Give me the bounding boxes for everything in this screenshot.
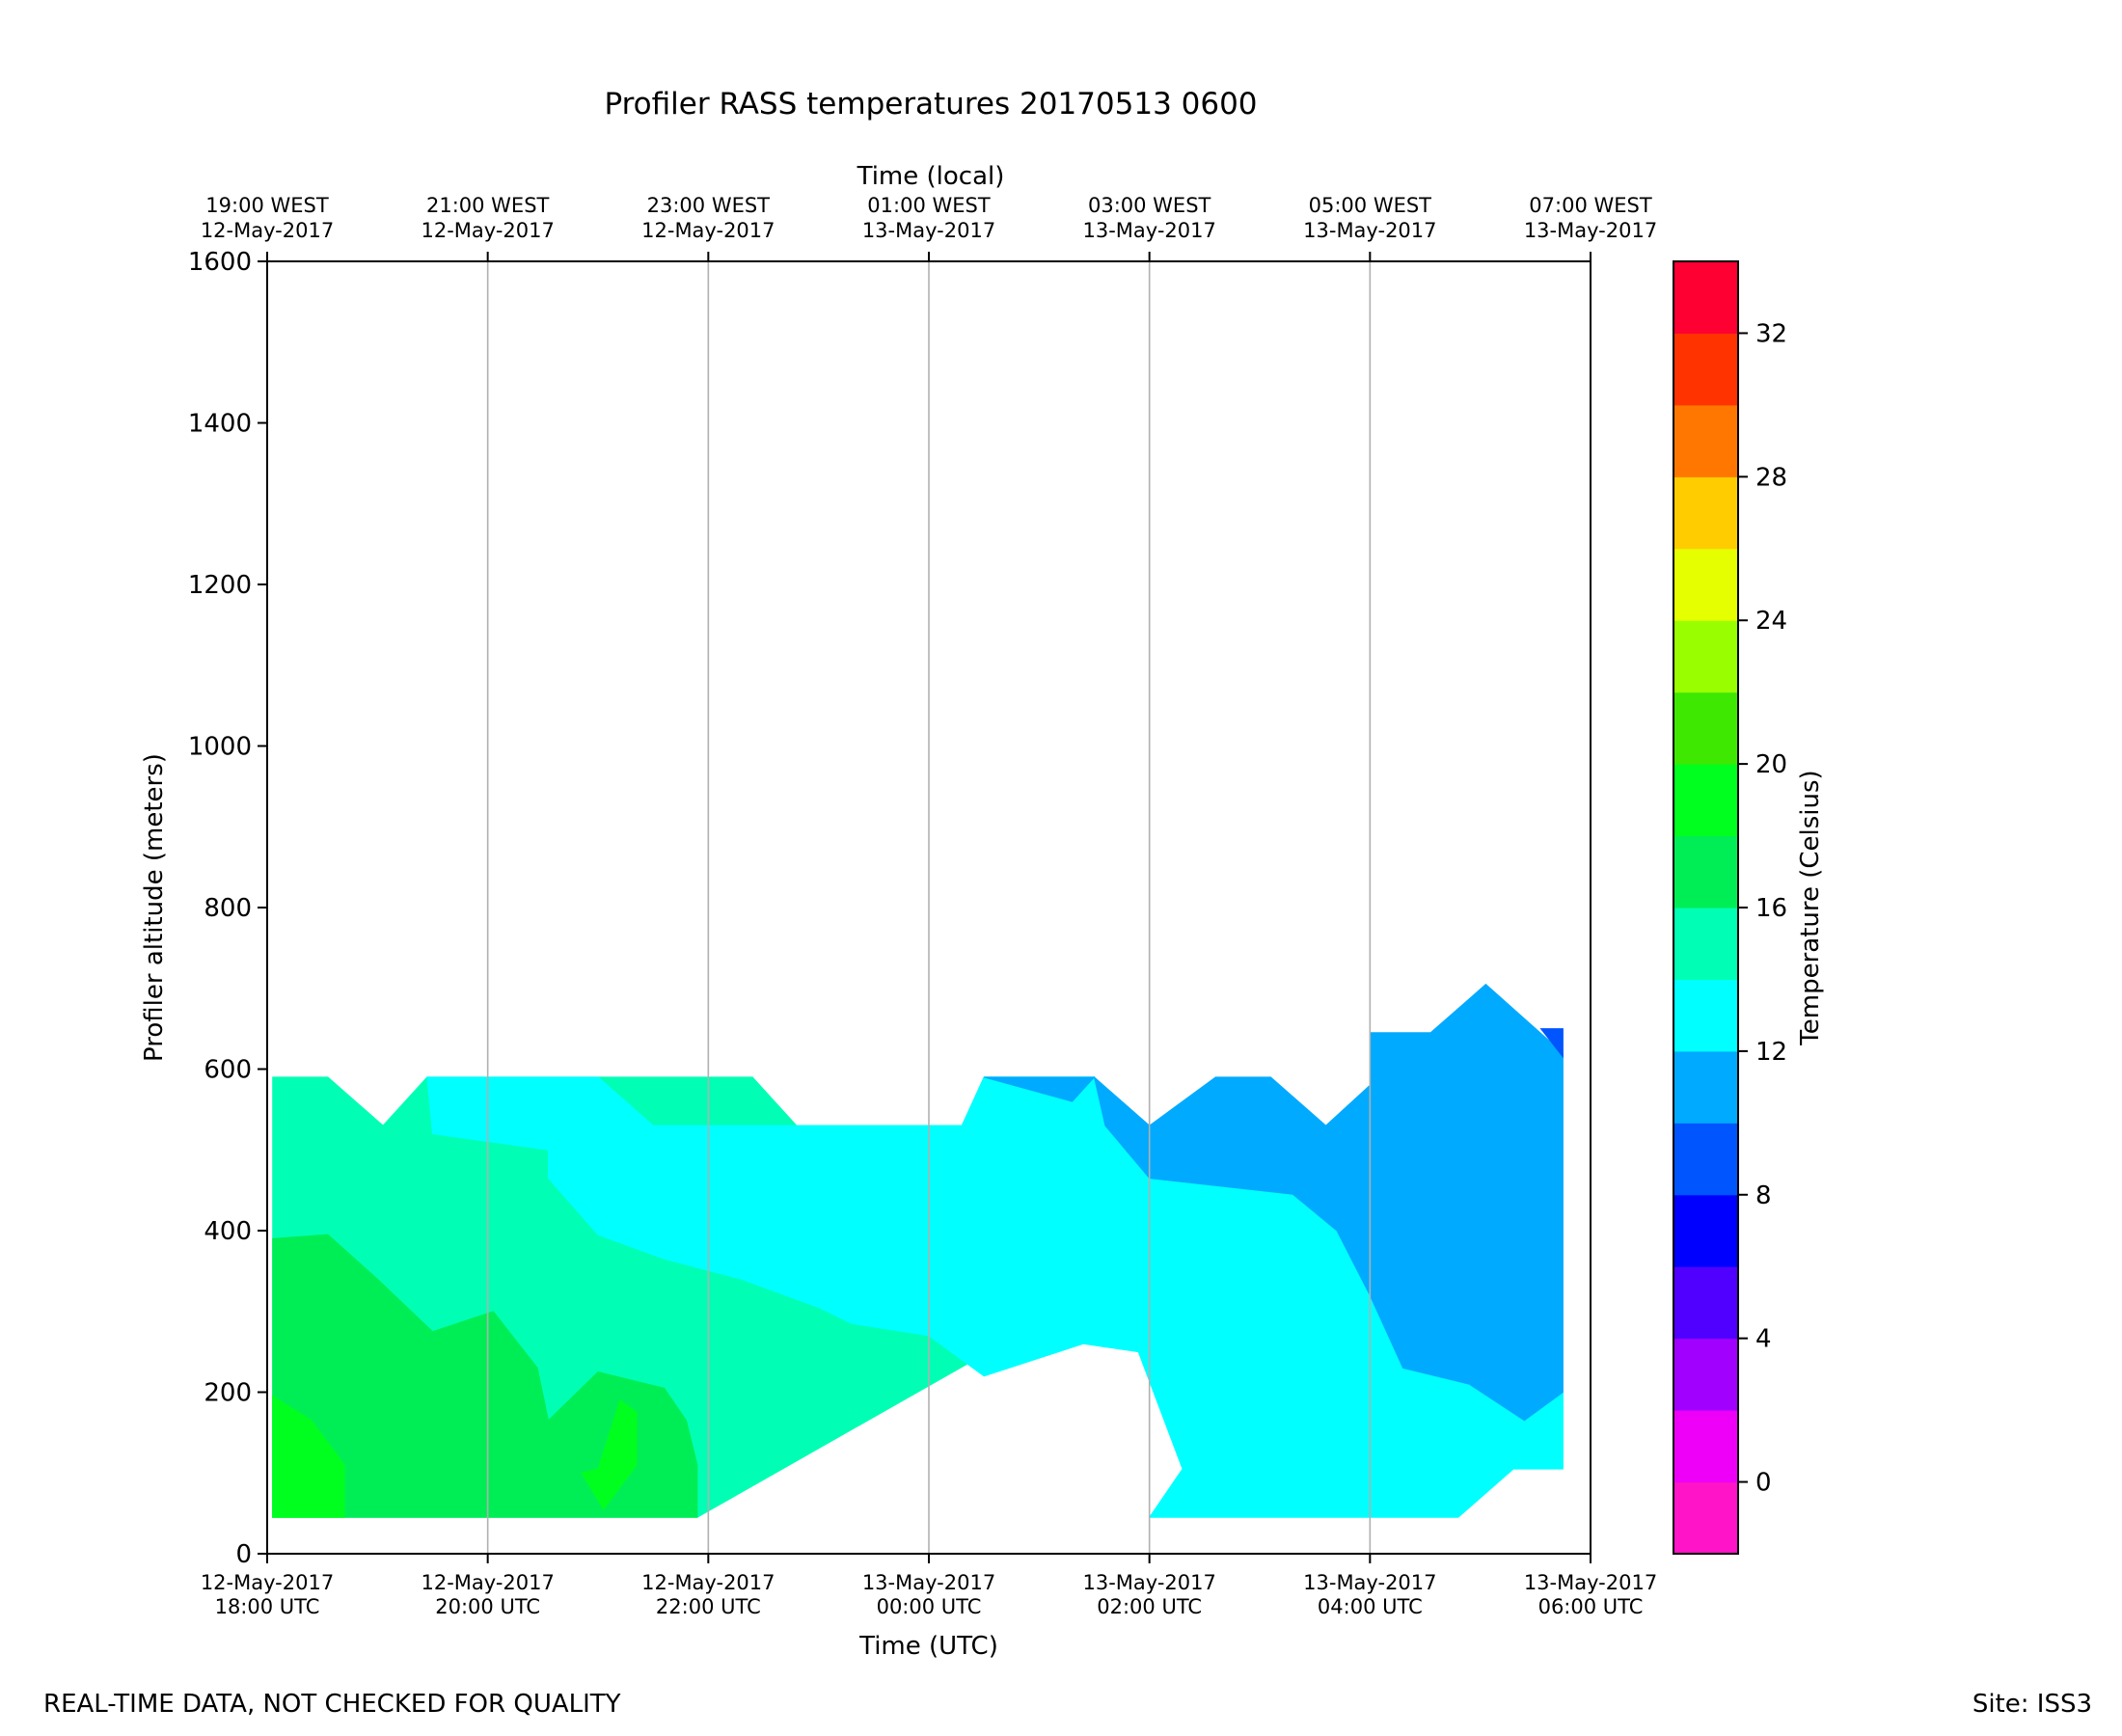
y-tick-label: 1600: [188, 248, 252, 277]
y-tick-label: 600: [204, 1056, 252, 1085]
y-tick-label: 1000: [188, 733, 252, 762]
y-tick-label: 0: [235, 1540, 252, 1569]
region-temp-8-10: [1539, 1028, 1564, 1059]
x-tick-label: 00:00 UTC: [877, 1595, 982, 1618]
x-tick-label: 13-May-2017: [862, 1571, 995, 1594]
colorbar-level: [1673, 1410, 1738, 1483]
colorbar-level: [1673, 1266, 1738, 1340]
colorbar-ticks: 0 4 8 12 16 20 24 28 32: [1738, 319, 1787, 1498]
x-top-tick-label: 13-May-2017: [1082, 219, 1215, 242]
colorbar-level: [1673, 979, 1738, 1052]
footer-quality-note: REAL-TIME DATA, NOT CHECKED FOR QUALITY: [43, 1690, 621, 1719]
x-top-tick-label: 07:00 WEST: [1529, 194, 1652, 217]
x-top-tick-label: 03:00 WEST: [1088, 194, 1211, 217]
region-temp-18-20-a: [272, 1395, 345, 1518]
x-top-tick-label: 01:00 WEST: [867, 194, 991, 217]
x-top-tick-label: 12-May-2017: [641, 219, 775, 242]
x-axis-top-label: Time (local): [857, 162, 1005, 191]
x-tick-label: 12-May-2017: [201, 1571, 334, 1594]
colorbar-tick-label: 0: [1755, 1469, 1772, 1498]
x-tick-label: 22:00 UTC: [656, 1595, 761, 1618]
region-temp-16-18: [272, 1234, 698, 1518]
colorbar-tick-label: 4: [1755, 1325, 1772, 1354]
x-top-tick-label: 13-May-2017: [1524, 219, 1657, 242]
chart-title: Profiler RASS temperatures 20170513 0600: [604, 87, 1257, 122]
x-top-tick-label: 12-May-2017: [201, 219, 334, 242]
colorbar-level: [1673, 764, 1738, 837]
region-temp-10-12: [984, 983, 1564, 1422]
x-axis-label: Time (UTC): [858, 1632, 998, 1661]
x-top-tick-label: 23:00 WEST: [647, 194, 771, 217]
colorbar-level: [1673, 1194, 1738, 1267]
colorbar-tick-label: 32: [1755, 319, 1787, 348]
y-tick-label: 200: [204, 1379, 252, 1408]
x-top-tick-label: 05:00 WEST: [1309, 194, 1432, 217]
colorbar-level: [1673, 548, 1738, 621]
vertical-grid: [486, 261, 1372, 1554]
colorbar-label: Temperature (Celsius): [1796, 770, 1825, 1045]
x-tick-label: 12-May-2017: [641, 1571, 775, 1594]
x-top-tick-label: 13-May-2017: [1303, 219, 1436, 242]
colorbar-level: [1673, 620, 1738, 693]
colorbar-level: [1673, 908, 1738, 980]
y-tick-label: 400: [204, 1217, 252, 1246]
colorbar-level: [1673, 333, 1738, 406]
y-tick-label: 1200: [188, 571, 252, 600]
y-ticks: 0 200 400 600 800 1000 1200 1400 1600: [188, 248, 267, 1569]
colorbar-tick-label: 28: [1755, 463, 1787, 492]
x-tick-label: 13-May-2017: [1303, 1571, 1436, 1594]
x-tick-label: 12-May-2017: [421, 1571, 554, 1594]
colorbar-tick-label: 20: [1755, 750, 1787, 779]
colorbar-level: [1673, 476, 1738, 550]
x-tick-label: 13-May-2017: [1524, 1571, 1657, 1594]
y-axis-label: Profiler altitude (meters): [140, 753, 169, 1062]
temperature-regions: [272, 983, 1564, 1518]
x-top-tick-label: 21:00 WEST: [426, 194, 550, 217]
colorbar-level: [1673, 692, 1738, 765]
y-tick-label: 800: [204, 894, 252, 923]
x-tick-label: 04:00 UTC: [1318, 1595, 1423, 1618]
colorbar-tick-label: 16: [1755, 894, 1787, 923]
x-tick-label: 20:00 UTC: [435, 1595, 540, 1618]
colorbar-level: [1673, 1050, 1738, 1124]
x-top-tick-label: 19:00 WEST: [205, 194, 329, 217]
x-top-tick-label: 12-May-2017: [421, 219, 554, 242]
colorbar-level: [1673, 261, 1738, 334]
colorbar-tick-label: 8: [1755, 1181, 1772, 1210]
x-tick-label: 18:00 UTC: [215, 1595, 320, 1618]
region-temp-18-20-b: [581, 1399, 638, 1510]
colorbar: [1673, 261, 1738, 1555]
x-tick-label: 06:00 UTC: [1538, 1595, 1644, 1618]
colorbar-level: [1673, 404, 1738, 477]
colorbar-level: [1673, 835, 1738, 909]
colorbar-level: [1673, 1481, 1738, 1555]
colorbar-level: [1673, 1123, 1738, 1196]
x-tick-label: 13-May-2017: [1082, 1571, 1215, 1594]
y-tick-label: 1400: [188, 410, 252, 439]
colorbar-tick-label: 12: [1755, 1038, 1787, 1067]
x-tick-label: 02:00 UTC: [1097, 1595, 1202, 1618]
x-top-tick-label: 13-May-2017: [862, 219, 995, 242]
colorbar-tick-label: 24: [1755, 607, 1787, 636]
colorbar-level: [1673, 1338, 1738, 1411]
footer-site: Site: ISS3: [1972, 1690, 2092, 1719]
